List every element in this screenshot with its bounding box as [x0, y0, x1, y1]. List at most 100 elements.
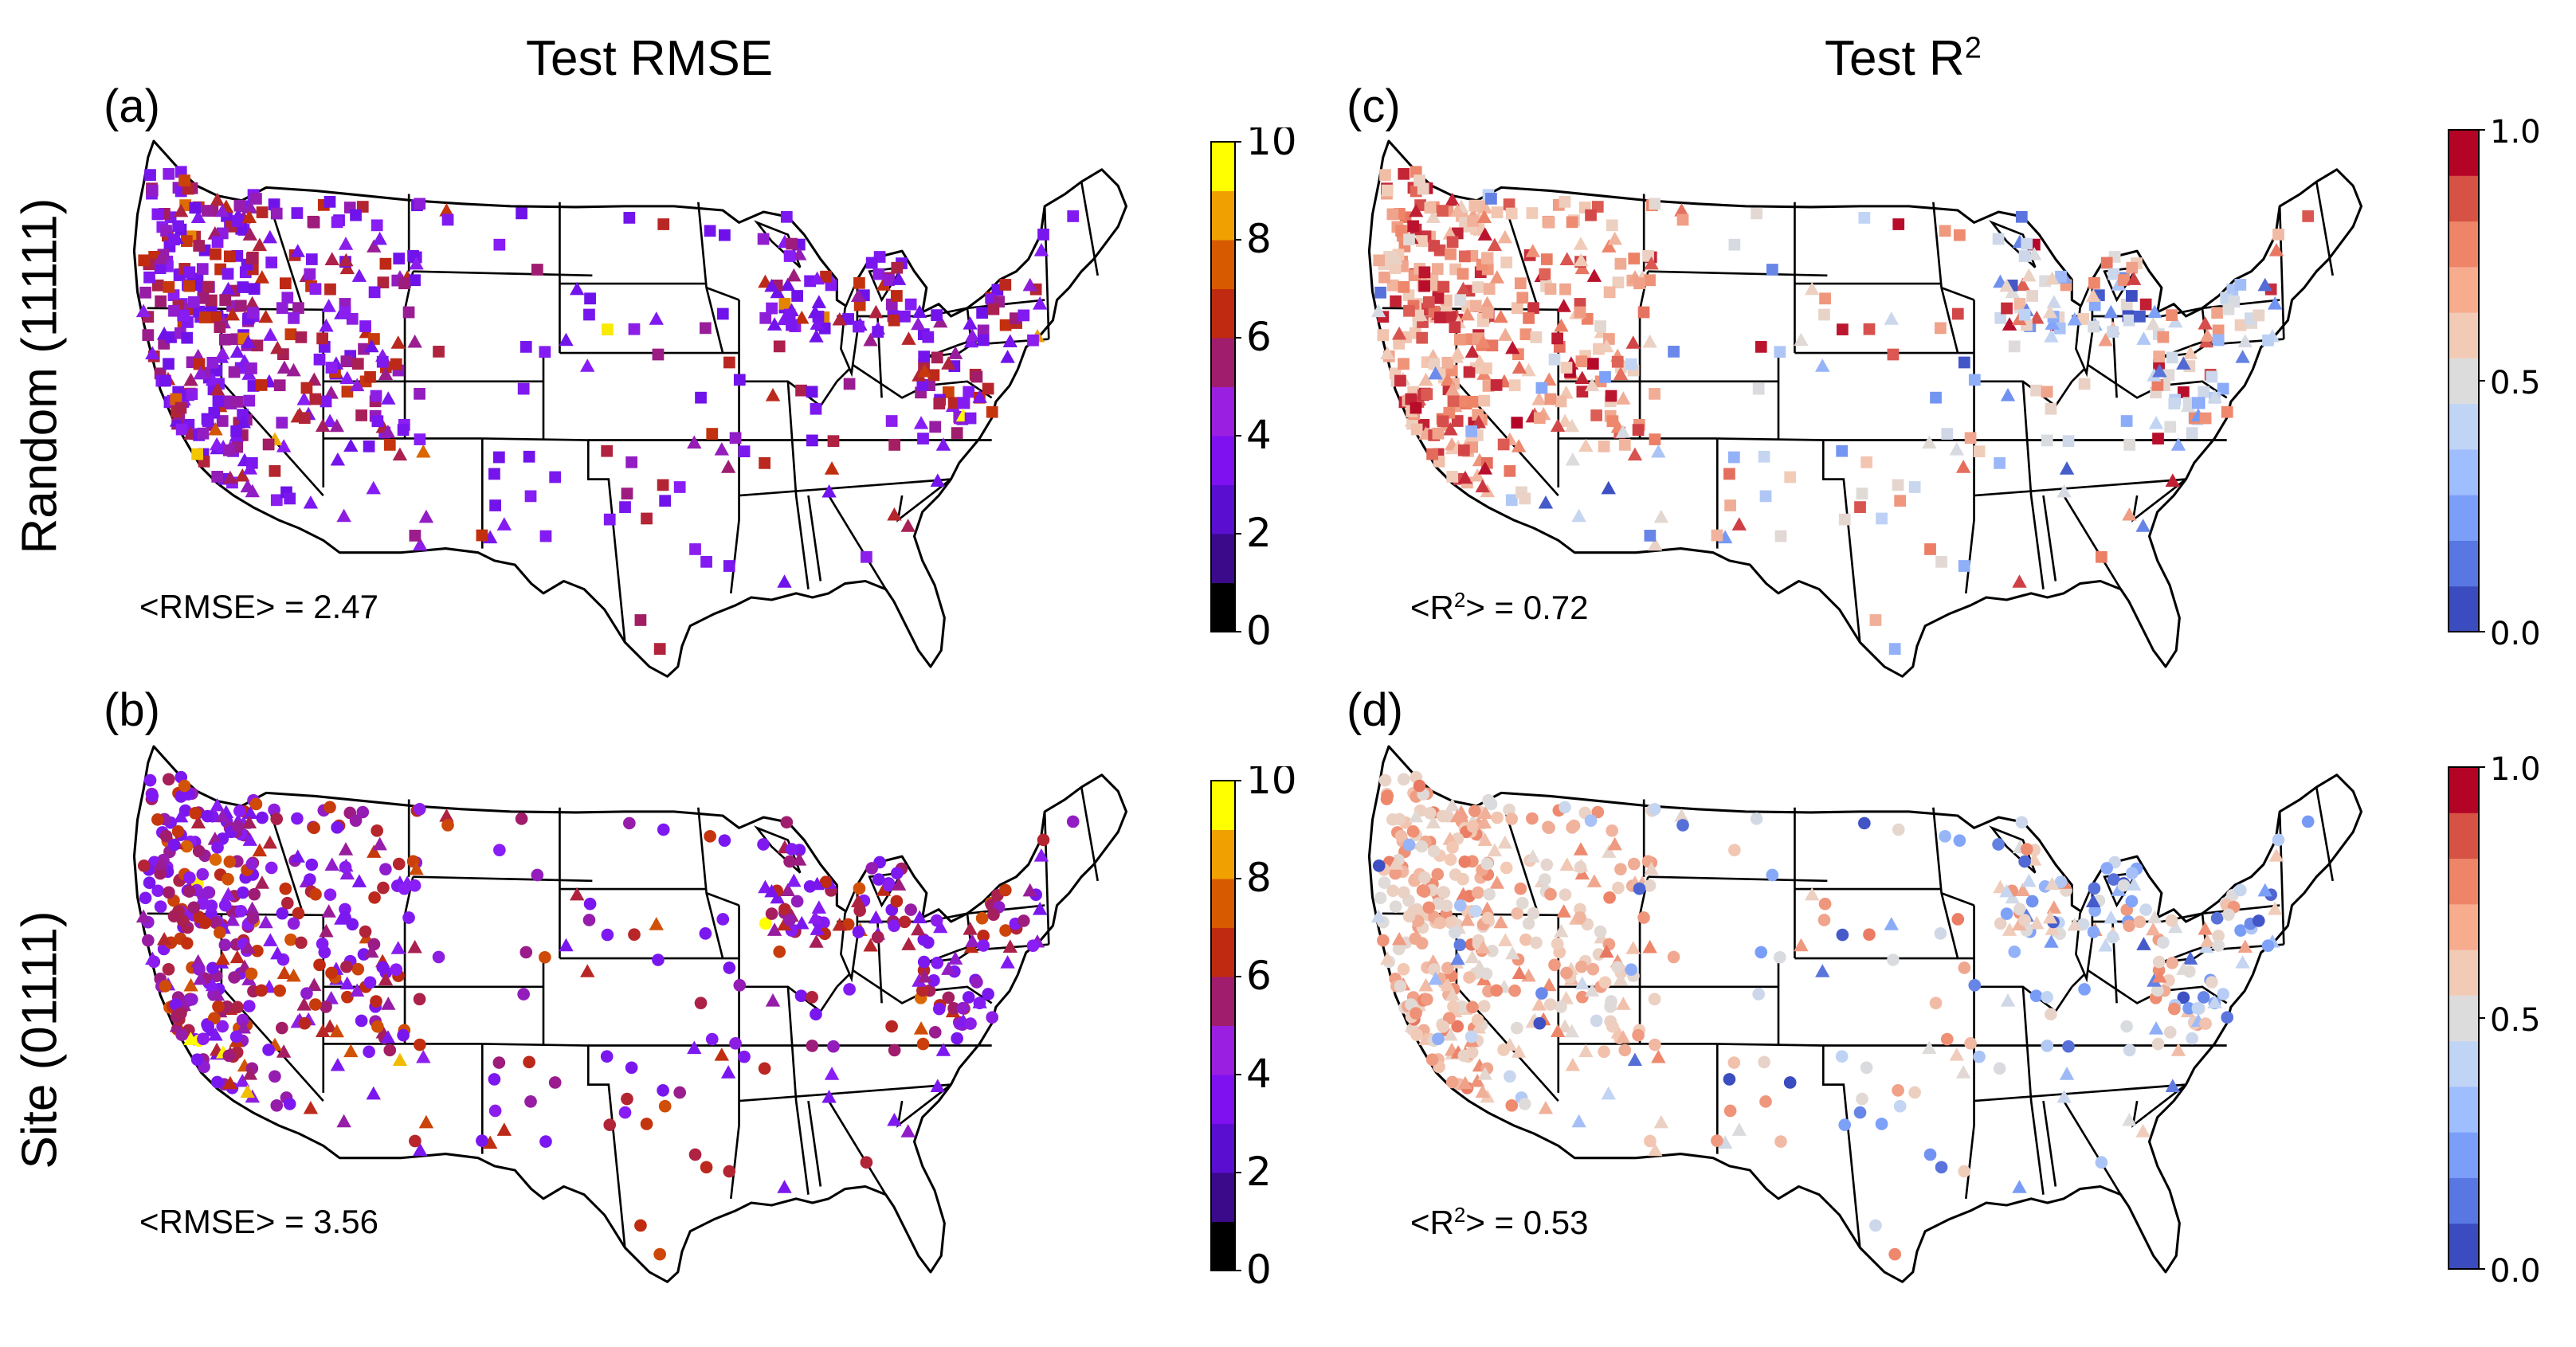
- site-marker: [865, 256, 878, 269]
- site-marker: [1711, 529, 1723, 542]
- site-marker: [241, 940, 256, 953]
- site-marker: [1955, 1065, 1971, 1079]
- site-marker: [1560, 966, 1573, 980]
- site-marker: [2237, 939, 2253, 953]
- site-marker: [218, 333, 231, 346]
- site-marker: [209, 916, 222, 930]
- site-marker: [976, 307, 989, 319]
- site-marker: [251, 339, 264, 352]
- site-marker: [1447, 1000, 1460, 1013]
- site-marker: [1378, 876, 1391, 890]
- site-marker: [1037, 229, 1049, 241]
- site-marker: [1591, 805, 1605, 819]
- site-marker: [1774, 1135, 1787, 1148]
- site-marker: [625, 456, 637, 468]
- site-marker: [409, 530, 421, 542]
- site-marker: [913, 416, 929, 429]
- site-marker: [603, 1118, 617, 1131]
- site-marker: [1505, 813, 1519, 825]
- site-marker: [1606, 415, 1619, 428]
- site-marker: [689, 543, 701, 555]
- site-marker: [1815, 358, 1830, 372]
- site-marker: [298, 412, 311, 425]
- site-marker: [580, 358, 595, 372]
- site-marker: [1394, 829, 1408, 843]
- site-marker: [1500, 861, 1513, 875]
- site-marker: [786, 873, 802, 887]
- site-marker: [947, 1002, 960, 1015]
- colorbar-segment: [2449, 1177, 2479, 1224]
- site-marker: [339, 911, 351, 924]
- site-marker: [2205, 976, 2218, 989]
- site-marker: [795, 384, 807, 397]
- site-marker: [1451, 1020, 1464, 1033]
- site-marker: [1431, 263, 1444, 275]
- site-marker: [390, 963, 403, 976]
- site-marker: [2100, 256, 2113, 269]
- colorbar-segment: [2449, 1132, 2479, 1178]
- site-marker: [221, 395, 233, 408]
- site-marker: [159, 829, 173, 843]
- site-marker: [1500, 256, 1513, 268]
- site-marker: [252, 237, 268, 252]
- site-marker: [2162, 369, 2175, 382]
- site-marker: [1450, 346, 1465, 360]
- site-marker: [1498, 933, 1513, 946]
- site-marker: [2152, 955, 2166, 969]
- map-panel-c: [1367, 139, 2363, 678]
- site-marker: [1477, 227, 1492, 241]
- site-marker: [765, 993, 781, 1007]
- site-marker: [284, 933, 297, 946]
- site-marker: [1728, 238, 1741, 251]
- row-label-site: Site (01111): [12, 910, 68, 1169]
- site-marker: [810, 876, 825, 891]
- site-marker: [1968, 374, 1981, 386]
- site-marker: [790, 895, 804, 908]
- colorbar-segment: [1211, 1123, 1235, 1173]
- site-marker: [523, 450, 535, 463]
- site-marker: [1424, 202, 1437, 214]
- site-marker: [175, 423, 188, 436]
- site-marker: [1421, 388, 1433, 401]
- site-marker: [570, 281, 585, 296]
- site-marker: [1467, 215, 1479, 227]
- site-marker: [1422, 296, 1435, 308]
- colorbar-segment: [2449, 858, 2479, 905]
- site-marker: [2135, 519, 2151, 532]
- site-marker: [1818, 308, 1830, 321]
- site-marker: [767, 922, 782, 936]
- site-marker: [2164, 421, 2177, 433]
- site-marker: [786, 237, 798, 250]
- site-marker: [243, 394, 256, 407]
- site-marker: [820, 270, 832, 283]
- site-marker: [2012, 917, 2027, 931]
- site-marker: [1644, 256, 1659, 270]
- site-marker: [1723, 468, 1735, 480]
- site-marker: [1551, 332, 1563, 345]
- site-marker: [1615, 1030, 1631, 1044]
- site-marker: [372, 231, 387, 245]
- site-marker: [359, 320, 371, 332]
- site-marker: [1586, 962, 1600, 976]
- site-marker: [827, 435, 840, 448]
- site-marker: [192, 844, 206, 858]
- site-marker: [1525, 244, 1540, 257]
- site-marker: [279, 882, 292, 895]
- site-marker: [1469, 300, 1482, 312]
- site-marker: [970, 976, 983, 989]
- site-marker: [899, 310, 911, 323]
- colorbar-segment: [1211, 582, 1235, 632]
- site-marker: [2056, 1089, 2072, 1103]
- site-marker: [1951, 913, 1965, 926]
- colorbar-tick-label: 4: [1246, 1051, 1272, 1097]
- site-marker: [1860, 1061, 1873, 1075]
- site-marker: [729, 432, 742, 444]
- site-marker: [634, 1219, 647, 1232]
- site-marker: [911, 922, 926, 936]
- site-marker: [1022, 883, 1037, 897]
- site-marker: [276, 1044, 292, 1058]
- site-marker: [376, 355, 389, 368]
- site-marker: [219, 294, 232, 307]
- site-marker: [269, 464, 281, 477]
- site-marker: [287, 917, 300, 930]
